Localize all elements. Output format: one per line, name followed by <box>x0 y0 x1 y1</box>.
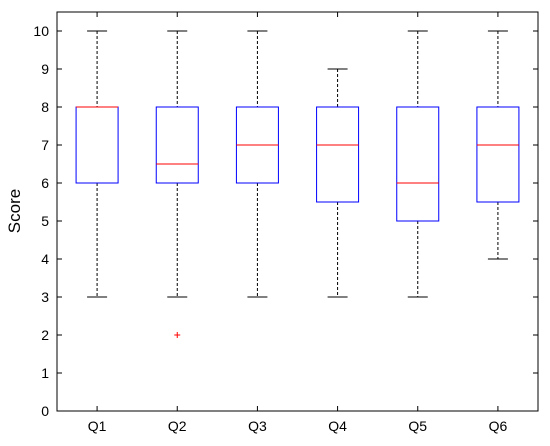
x-tick-label: Q5 <box>408 418 427 434</box>
y-axis: 0 1 2 3 4 5 6 7 8 9 10 <box>33 23 538 419</box>
iqr-box <box>476 106 520 203</box>
iqr-box <box>155 106 199 184</box>
y-tick-label: 1 <box>41 365 49 381</box>
x-tick-label: Q6 <box>489 418 508 434</box>
box-q1 <box>75 30 119 298</box>
x-axis: Q1 Q2 Q3 Q4 Q5 Q6 <box>88 12 508 434</box>
y-tick-label: 6 <box>41 175 49 191</box>
y-tick-label: 9 <box>41 61 49 77</box>
y-tick-label: 7 <box>41 137 49 153</box>
y-tick-label: 10 <box>33 23 49 39</box>
plot-area <box>56 11 539 412</box>
y-tick-label: 5 <box>41 213 49 229</box>
x-tick-label: Q3 <box>248 418 267 434</box>
iqr-box <box>396 106 440 222</box>
y-tick-label: 3 <box>41 289 49 305</box>
box-q4 <box>316 68 360 298</box>
y-tick-label: 4 <box>41 251 49 267</box>
y-tick-label: 2 <box>41 327 49 343</box>
x-tick-label: Q2 <box>168 418 187 434</box>
y-tick-label: 8 <box>41 99 49 115</box>
box-q3 <box>235 30 279 298</box>
iqr-box <box>316 106 360 203</box>
box-q5 <box>396 30 440 298</box>
x-tick-label: Q4 <box>328 418 347 434</box>
x-tick-label: Q1 <box>88 418 107 434</box>
box-q2 <box>155 30 199 338</box>
y-tick-label: 0 <box>41 403 49 419</box>
boxes-layer <box>75 30 520 338</box>
y-axis-title: Score <box>5 189 24 233</box>
box-q6 <box>476 30 520 260</box>
